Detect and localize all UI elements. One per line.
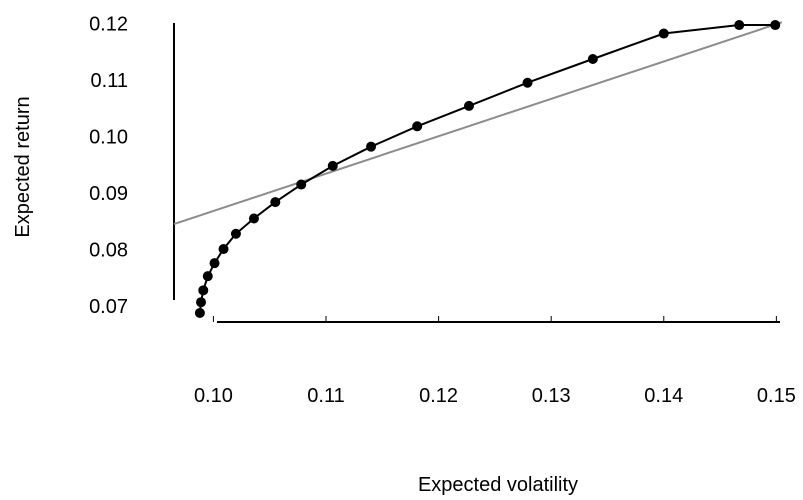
x-tick-label: 0.11 xyxy=(307,385,344,407)
frontier-point xyxy=(270,197,281,208)
y-tick-label: 0.10 xyxy=(89,126,128,148)
x-tick-label: 0.15 xyxy=(757,385,796,407)
y-tick-label: 0.09 xyxy=(89,183,128,205)
frontier-point xyxy=(412,121,423,132)
x-axis-title: Expected volatility xyxy=(418,474,578,496)
x-tick-label: 0.14 xyxy=(644,385,683,407)
y-axis-title: Expected return xyxy=(12,96,34,237)
x-tick-label: 0.12 xyxy=(419,385,458,407)
x-axis: 0.10 0.11 0.12 0.13 0.14 0.15 xyxy=(194,316,796,407)
y-tick-label: 0.12 xyxy=(89,13,128,35)
frontier-point xyxy=(209,258,220,269)
frontier-point xyxy=(658,28,669,39)
frontier-point xyxy=(202,271,213,282)
y-tick-label: 0.08 xyxy=(89,240,128,262)
frontier-point xyxy=(734,20,745,31)
frontier-point xyxy=(296,179,307,190)
frontier-point xyxy=(198,285,209,296)
frontier-point xyxy=(230,228,241,239)
frontier-point xyxy=(463,100,474,111)
y-tick-label: 0.07 xyxy=(89,296,128,318)
frontier-point xyxy=(196,297,207,308)
x-tick-label: 0.13 xyxy=(532,385,571,407)
frontier-point xyxy=(327,160,338,171)
frontier-point xyxy=(522,77,533,88)
frontier-point xyxy=(194,307,205,318)
frontier-point xyxy=(218,244,229,255)
frontier-point xyxy=(366,141,377,152)
y-axis: 0.07 0.08 0.09 0.10 0.11 0.12 xyxy=(89,13,175,318)
plot-area xyxy=(173,20,783,318)
frontier-point xyxy=(587,53,598,64)
y-tick-label: 0.11 xyxy=(91,70,128,92)
frontier-point xyxy=(770,20,781,31)
tangent-line xyxy=(173,21,783,226)
x-tick-label: 0.10 xyxy=(194,385,233,407)
frontier-line xyxy=(198,24,776,314)
frontier-point xyxy=(248,213,259,224)
